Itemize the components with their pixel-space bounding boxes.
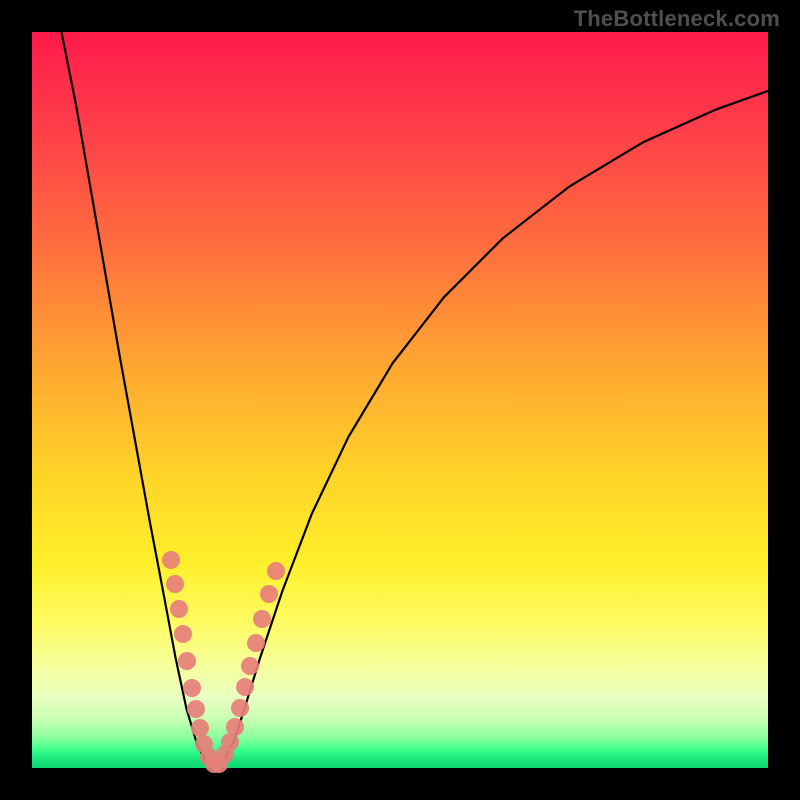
data-marker [187,700,205,718]
data-marker [241,657,259,675]
data-marker [267,562,285,580]
data-marker [183,679,201,697]
data-marker [162,551,180,569]
chart-canvas: TheBottleneck.com [0,0,800,800]
data-marker [253,610,271,628]
data-marker [247,634,265,652]
markers-layer [0,0,800,800]
data-marker [260,585,278,603]
data-marker [166,575,184,593]
watermark-text: TheBottleneck.com [574,6,780,32]
data-marker [178,652,196,670]
data-marker [170,600,188,618]
data-marker [231,699,249,717]
data-marker [174,625,192,643]
data-marker [236,678,254,696]
data-marker [226,718,244,736]
